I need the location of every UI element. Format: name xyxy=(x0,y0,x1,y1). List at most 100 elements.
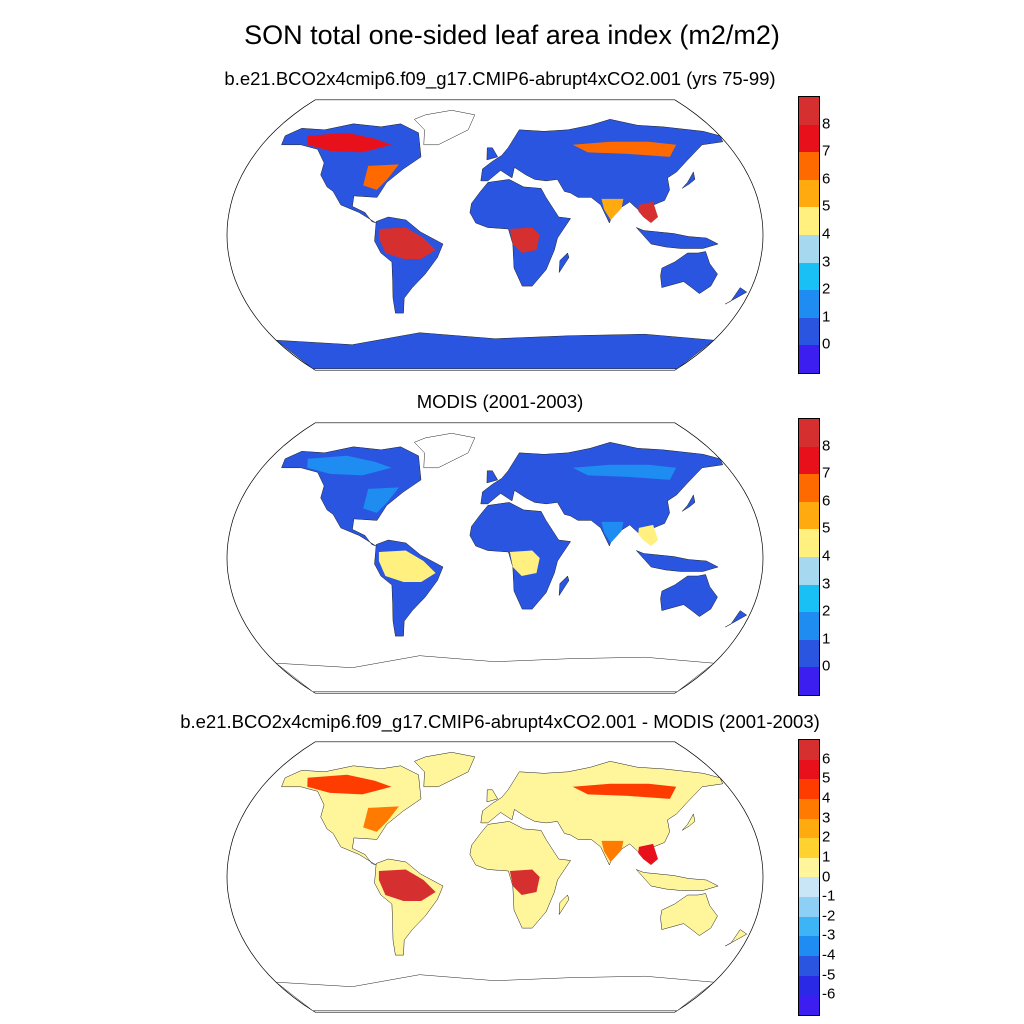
land-indonesia xyxy=(636,550,719,572)
land-uk xyxy=(486,789,499,803)
colorbar-segment xyxy=(799,317,819,346)
colorbar-tick-label: 5 xyxy=(822,519,831,537)
land-north_america xyxy=(281,765,422,866)
map-model xyxy=(226,99,764,371)
region-east-na xyxy=(363,806,399,832)
colorbar-segment xyxy=(799,639,819,668)
panel-title-obs: MODIS (2001-2003) xyxy=(416,391,584,412)
land-north_america xyxy=(281,123,422,224)
colorbar-labels-diff: 6 5 4 3 2 1 0 -1 -2 -3 -4 -5 -6 xyxy=(822,739,862,1014)
colorbar-tick-label: 8 xyxy=(822,115,831,133)
colorbar-tick-label: 2 xyxy=(822,602,831,620)
land-australia xyxy=(660,251,718,294)
region-boreal-na xyxy=(307,455,392,476)
colorbar-tick-label: 3 xyxy=(822,253,831,271)
colorbar-tick-label: 0 xyxy=(822,657,831,675)
region-boreal-na xyxy=(307,774,392,795)
region-amazon xyxy=(378,550,436,582)
colorbar-segment xyxy=(799,956,819,976)
land-greenland xyxy=(413,433,476,469)
colorbar-segment xyxy=(799,798,819,819)
colorbar-tick-label: 0 xyxy=(822,868,831,885)
land-japan xyxy=(681,494,696,512)
region-amazon xyxy=(378,869,436,901)
region-india xyxy=(601,198,624,220)
colorbar-segment xyxy=(799,838,819,858)
land-madagascar xyxy=(558,575,570,597)
map-diff xyxy=(226,741,764,1013)
land-uk xyxy=(486,470,499,484)
colorbar-model xyxy=(798,96,820,374)
land-japan xyxy=(681,813,696,831)
colorbar-segment xyxy=(799,290,819,318)
colorbar-tick-label: -5 xyxy=(822,966,836,984)
colorbar-tick-label: 6 xyxy=(822,750,831,768)
colorbar-tick-label: 2 xyxy=(822,828,831,846)
colorbar-segment xyxy=(799,916,819,937)
colorbar-segment xyxy=(799,474,819,502)
colorbar-tick-label: 6 xyxy=(822,170,831,188)
colorbar-tick-label: 4 xyxy=(822,789,831,807)
region-siberia xyxy=(572,464,677,480)
colorbar-tick-label: 3 xyxy=(822,575,831,593)
region-siberia xyxy=(572,141,677,157)
colorbar-segment xyxy=(799,419,819,447)
colorbar-tick-label: -3 xyxy=(822,926,836,944)
colorbar-segment xyxy=(799,818,819,839)
land-uk xyxy=(486,147,499,161)
figure-title: SON total one-sided leaf area index (m2/… xyxy=(244,20,780,50)
colorbar-segment xyxy=(799,877,819,898)
colorbar-diff xyxy=(798,739,820,1016)
colorbar-segment xyxy=(799,897,819,917)
land-madagascar xyxy=(558,894,570,916)
colorbar-obs xyxy=(798,418,820,696)
colorbar-segment xyxy=(799,207,819,235)
land-nz xyxy=(724,610,748,628)
colorbar-tick-label: 8 xyxy=(822,437,831,455)
colorbar-tick-label: 1 xyxy=(822,630,831,648)
colorbar-tick-label: -6 xyxy=(822,985,836,1003)
land-antarctica xyxy=(275,974,715,1011)
colorbar-tick-label: 1 xyxy=(822,308,831,326)
colorbar-segment xyxy=(799,759,819,780)
map-obs xyxy=(226,422,764,694)
land-australia xyxy=(660,893,718,936)
colorbar-tick-label: 6 xyxy=(822,492,831,510)
colorbar-tick-label: -1 xyxy=(822,887,836,905)
land-antarctica xyxy=(275,655,715,692)
colorbar-tick-label: 4 xyxy=(822,547,831,565)
land-indonesia xyxy=(636,227,719,249)
colorbar-segment xyxy=(799,779,819,799)
colorbar-tick-label: 2 xyxy=(822,280,831,298)
colorbar-tick-label: 7 xyxy=(822,142,831,160)
colorbar-tick-label: -4 xyxy=(822,946,836,964)
panel-title-model: b.e21.BCO2x4cmip6.f09_g17.CMIP6-abrupt4x… xyxy=(224,68,776,89)
land-madagascar xyxy=(558,252,570,274)
colorbar-segment xyxy=(799,995,819,1015)
land-greenland xyxy=(413,752,476,788)
colorbar-segment xyxy=(799,936,819,957)
colorbar-tick-label: 5 xyxy=(822,769,831,787)
land-nz xyxy=(724,287,748,305)
land-japan xyxy=(681,171,696,189)
colorbar-labels-model: 8 7 6 5 4 3 2 1 0 xyxy=(822,96,862,372)
region-se-asia xyxy=(638,843,658,865)
colorbar-tick-label: 0 xyxy=(822,335,831,353)
land-nz xyxy=(724,929,748,947)
region-congo xyxy=(509,550,540,576)
colorbar-segment xyxy=(799,262,819,291)
region-congo xyxy=(509,227,540,253)
land-indonesia xyxy=(636,869,719,891)
colorbar-segment xyxy=(799,179,819,208)
colorbar-labels-obs: 8 7 6 5 4 3 2 1 0 xyxy=(822,418,862,694)
colorbar-segment xyxy=(799,501,819,530)
colorbar-segment xyxy=(799,584,819,613)
colorbar-tick-label: 5 xyxy=(822,197,831,215)
colorbar-tick-label: 4 xyxy=(822,225,831,243)
region-amazon xyxy=(378,227,436,259)
colorbar-segment xyxy=(799,740,819,760)
colorbar-segment xyxy=(799,446,819,475)
land-australia xyxy=(660,574,718,617)
panel-title-diff: b.e21.BCO2x4cmip6.f09_g17.CMIP6-abrupt4x… xyxy=(180,711,820,732)
colorbar-tick-label: 7 xyxy=(822,464,831,482)
